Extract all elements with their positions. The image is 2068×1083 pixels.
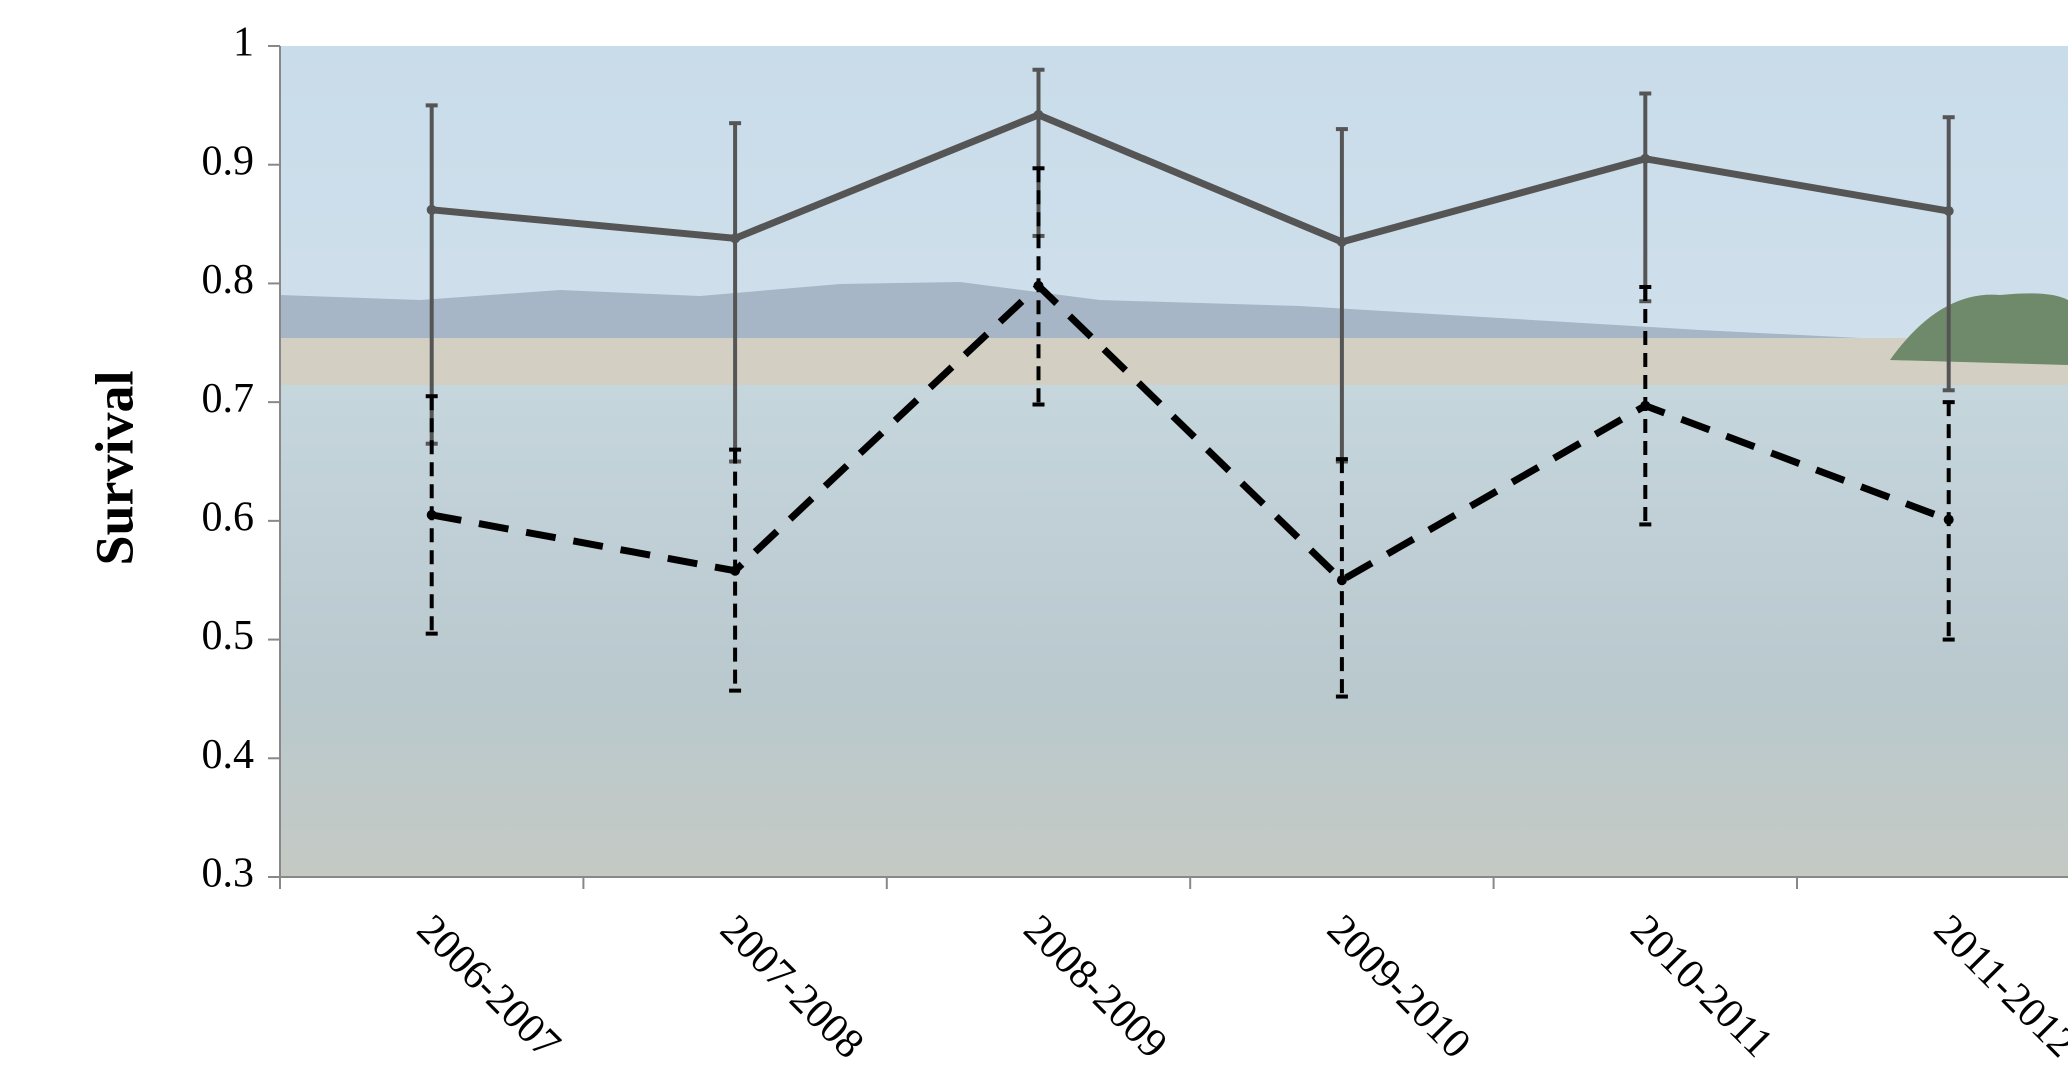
- point: [427, 205, 437, 215]
- x-tick-label: 2008-2009: [1015, 906, 1176, 1067]
- point: [730, 566, 740, 576]
- y-tick-label: 1: [233, 20, 254, 66]
- y-tick-label: 0.6: [202, 494, 255, 540]
- y-tick-label: 0.7: [202, 376, 255, 422]
- y-axis-label: Survival: [84, 370, 144, 565]
- y-tick-label: 0.3: [202, 851, 255, 897]
- point: [1337, 575, 1347, 585]
- y-tick-label: 0.8: [202, 257, 255, 303]
- point: [1640, 401, 1650, 411]
- x-tick-label: 2007-2008: [711, 906, 872, 1067]
- y-tick-label: 0.9: [202, 138, 255, 184]
- x-tick-label: 2009-2010: [1318, 906, 1479, 1067]
- x-tick-label: 2011-2012: [1925, 906, 2068, 1066]
- point: [1034, 281, 1044, 291]
- point: [1944, 515, 1954, 525]
- x-tick-label: 2006-2007: [408, 906, 569, 1067]
- point: [1944, 206, 1954, 216]
- point: [730, 233, 740, 243]
- y-tick-label: 0.5: [202, 613, 255, 659]
- chart: Survival 0.3 0.4 0.5 0.6 0.7 0.8 0.9 1 2006-2007…: [0, 0, 2068, 1083]
- y-tick-label: 0.4: [202, 732, 255, 778]
- point: [1337, 237, 1347, 247]
- point: [1640, 154, 1650, 164]
- point: [1034, 110, 1044, 120]
- point: [427, 510, 437, 520]
- x-tick-label: 2010-2011: [1621, 906, 1781, 1066]
